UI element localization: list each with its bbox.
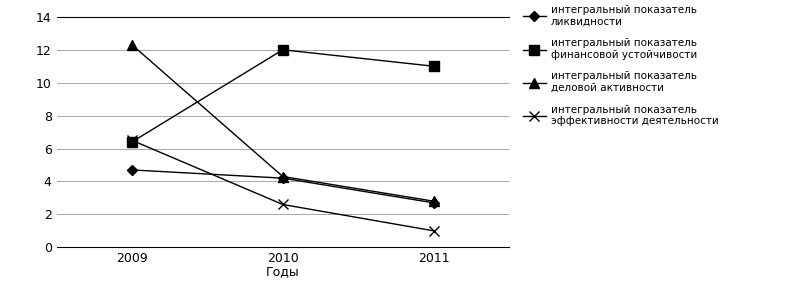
Text: Годы: Годы <box>266 265 300 278</box>
интегральный показатель
финансовой устойчивости <box>429 65 439 68</box>
интегральный показатель
эффективности деятельности <box>278 203 288 206</box>
интегральный показатель
ликвидности <box>429 201 439 205</box>
интегральный показатель
эффективности деятельности <box>127 139 137 142</box>
Line: интегральный показатель
эффективности деятельности: интегральный показатель эффективности де… <box>127 135 439 236</box>
Line: интегральный показатель
ликвидности: интегральный показатель ликвидности <box>128 166 437 206</box>
интегральный показатель
финансовой устойчивости <box>127 140 137 144</box>
интегральный показатель
финансовой устойчивости <box>278 48 288 51</box>
интегральный показатель
деловой активности <box>127 43 137 47</box>
интегральный показатель
ликвидности <box>278 176 288 180</box>
интегральный показатель
деловой активности <box>278 175 288 178</box>
интегральный показатель
деловой активности <box>429 200 439 203</box>
Legend: интегральный показатель
ликвидности, интегральный показатель
финансовой устойчив: интегральный показатель ликвидности, инт… <box>523 5 718 126</box>
Line: интегральный показатель
финансовой устойчивости: интегральный показатель финансовой устой… <box>127 45 439 147</box>
Line: интегральный показатель
деловой активности: интегральный показатель деловой активнос… <box>127 40 439 206</box>
интегральный показатель
эффективности деятельности <box>429 229 439 232</box>
интегральный показатель
ликвидности <box>127 168 137 172</box>
